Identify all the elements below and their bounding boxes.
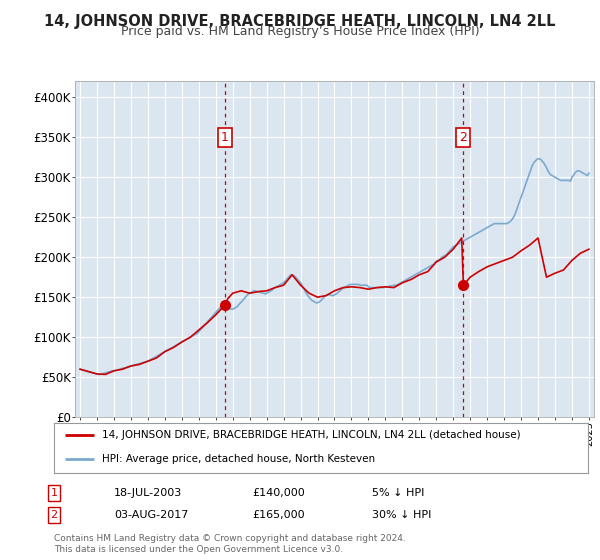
- Text: £140,000: £140,000: [252, 488, 305, 498]
- Text: 5% ↓ HPI: 5% ↓ HPI: [372, 488, 424, 498]
- Text: 14, JOHNSON DRIVE, BRACEBRIDGE HEATH, LINCOLN, LN4 2LL: 14, JOHNSON DRIVE, BRACEBRIDGE HEATH, LI…: [44, 14, 556, 29]
- Text: £165,000: £165,000: [252, 510, 305, 520]
- Text: Price paid vs. HM Land Registry’s House Price Index (HPI): Price paid vs. HM Land Registry’s House …: [121, 25, 479, 38]
- Text: 1: 1: [50, 488, 58, 498]
- Text: 1: 1: [221, 130, 229, 144]
- Text: 30% ↓ HPI: 30% ↓ HPI: [372, 510, 431, 520]
- Text: 14, JOHNSON DRIVE, BRACEBRIDGE HEATH, LINCOLN, LN4 2LL (detached house): 14, JOHNSON DRIVE, BRACEBRIDGE HEATH, LI…: [102, 431, 521, 440]
- Text: Contains HM Land Registry data © Crown copyright and database right 2024.: Contains HM Land Registry data © Crown c…: [54, 534, 406, 543]
- Text: 18-JUL-2003: 18-JUL-2003: [114, 488, 182, 498]
- Text: 2: 2: [50, 510, 58, 520]
- Text: 03-AUG-2017: 03-AUG-2017: [114, 510, 188, 520]
- Text: HPI: Average price, detached house, North Kesteven: HPI: Average price, detached house, Nort…: [102, 454, 375, 464]
- Text: 2: 2: [460, 130, 467, 144]
- Text: This data is licensed under the Open Government Licence v3.0.: This data is licensed under the Open Gov…: [54, 545, 343, 554]
